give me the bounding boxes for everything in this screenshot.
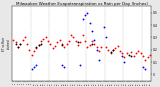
Point	[93, 43, 96, 44]
Point	[42, 38, 45, 39]
Point	[37, 44, 40, 46]
Point	[56, 42, 59, 43]
Point	[91, 40, 93, 42]
Point	[130, 52, 133, 53]
Point	[144, 69, 147, 70]
Y-axis label: ET vs Rain
(inches): ET vs Rain (inches)	[2, 36, 11, 51]
Point	[17, 47, 19, 48]
Point	[79, 64, 82, 65]
Point	[86, 12, 89, 13]
Point	[31, 69, 33, 70]
Point	[149, 54, 151, 55]
Point	[63, 66, 65, 68]
Title: Milwaukee Weather Evapotranspiration vs Rain per Day (Inches): Milwaukee Weather Evapotranspiration vs …	[16, 2, 148, 6]
Point	[75, 40, 77, 42]
Point	[109, 52, 112, 53]
Point	[105, 47, 107, 48]
Point	[81, 34, 84, 36]
Point	[21, 39, 24, 41]
Point	[114, 48, 116, 49]
Point	[61, 44, 63, 46]
Point	[88, 22, 91, 23]
Point	[91, 30, 93, 32]
Point	[61, 43, 63, 44]
Point	[28, 49, 31, 50]
Point	[77, 42, 79, 43]
Point	[84, 14, 86, 16]
Point	[68, 40, 70, 42]
Point	[121, 55, 123, 57]
Point	[81, 18, 84, 19]
Point	[109, 53, 112, 54]
Point	[119, 50, 121, 52]
Point	[95, 47, 98, 48]
Point	[63, 47, 65, 48]
Point	[88, 44, 91, 46]
Point	[40, 40, 42, 42]
Point	[93, 39, 96, 41]
Point	[19, 43, 21, 44]
Point	[116, 45, 119, 47]
Point	[51, 48, 54, 49]
Point	[84, 40, 86, 42]
Point	[123, 56, 126, 58]
Point	[77, 44, 79, 46]
Point	[128, 54, 130, 55]
Point	[33, 50, 35, 52]
Point	[79, 42, 82, 43]
Point	[44, 37, 47, 38]
Point	[130, 55, 133, 57]
Point	[35, 48, 38, 49]
Point	[54, 45, 56, 47]
Point	[112, 49, 114, 50]
Point	[37, 44, 40, 46]
Point	[65, 43, 68, 44]
Point	[132, 55, 135, 57]
Point	[31, 54, 33, 55]
Point	[105, 37, 107, 38]
Point	[123, 61, 126, 63]
Point	[35, 64, 38, 65]
Point	[33, 66, 35, 68]
Point	[98, 59, 100, 60]
Point	[35, 47, 38, 48]
Point	[142, 55, 144, 57]
Point	[139, 53, 142, 54]
Point	[26, 43, 28, 44]
Point	[98, 50, 100, 52]
Point	[14, 43, 17, 44]
Point	[72, 37, 75, 38]
Point	[144, 59, 147, 60]
Point	[61, 64, 63, 65]
Point	[125, 53, 128, 54]
Point	[121, 53, 123, 54]
Point	[95, 49, 98, 50]
Point	[47, 40, 49, 42]
Point	[12, 39, 15, 41]
Point	[14, 42, 17, 43]
Point	[58, 39, 61, 41]
Point	[137, 50, 140, 52]
Point	[86, 47, 89, 48]
Point	[24, 37, 26, 38]
Point	[17, 47, 19, 48]
Point	[146, 56, 149, 58]
Point	[107, 49, 110, 50]
Point	[102, 27, 105, 28]
Point	[135, 53, 137, 54]
Point	[19, 43, 21, 44]
Point	[49, 43, 52, 44]
Point	[112, 49, 114, 50]
Point	[40, 43, 42, 44]
Point	[91, 43, 93, 44]
Point	[100, 47, 103, 48]
Point	[70, 34, 72, 36]
Point	[142, 66, 144, 68]
